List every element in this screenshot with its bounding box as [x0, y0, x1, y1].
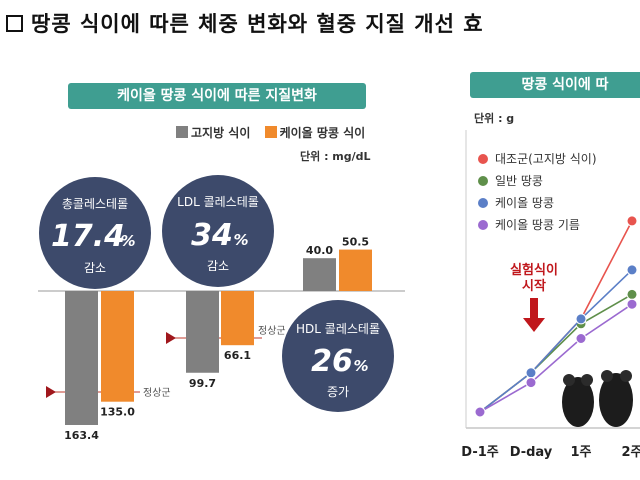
- series-line: [479, 303, 633, 413]
- start-annotation-line2: 시작: [522, 278, 546, 294]
- normal-marker-ldl: [166, 332, 176, 344]
- x-tick-label: 2주: [621, 445, 640, 460]
- bubble-title: LDL 콜레스테롤: [177, 195, 259, 209]
- series-point: [626, 298, 638, 310]
- legend-dot: [478, 198, 488, 208]
- series-point: [626, 215, 638, 227]
- legend-item-kaol: 케이올 땅콩 식이: [264, 126, 366, 140]
- right-unit: 단위 : g: [474, 112, 515, 125]
- mouse-icon: [562, 374, 594, 427]
- legend-dot: [478, 176, 488, 186]
- bubble-note: 감소: [207, 259, 229, 273]
- normal-marker-tc: [46, 386, 56, 398]
- bubble-title: 총콜레스테롤: [62, 197, 128, 211]
- x-tick-label: D-1주: [461, 445, 498, 460]
- bubble-circle: [162, 175, 274, 287]
- series-point: [626, 264, 638, 276]
- right-legend-item: 대조군(고지방 식이): [478, 148, 597, 170]
- bar: [101, 291, 134, 402]
- bar: [65, 291, 98, 425]
- series-point: [626, 288, 638, 300]
- right-legend-item: 일반 땅콩: [478, 170, 597, 192]
- right-panel-title: 땅콩 식이에 따: [470, 72, 640, 98]
- bar: [339, 249, 372, 291]
- legend-item-high-fat: 고지방 식이: [176, 126, 250, 140]
- legend-dot: [478, 154, 488, 164]
- series-point: [575, 313, 587, 325]
- right-legend-label: 일반 땅콩: [495, 174, 543, 188]
- bar: [221, 291, 254, 346]
- right-legend-item: 케이올 땅콩 기름: [478, 214, 597, 236]
- bar-value-label: 163.4: [64, 429, 99, 442]
- bar-value-label: 135.0: [100, 406, 135, 419]
- right-legend-label: 대조군(고지방 식이): [495, 152, 597, 166]
- right-legend-label: 케이올 땅콩: [495, 196, 555, 210]
- normal-label-ldl: 정상군: [258, 325, 286, 337]
- checkbox-icon: [6, 15, 23, 32]
- legend-label-high-fat: 고지방 식이: [191, 126, 251, 140]
- left-legend: 고지방 식이 케이올 땅콩 식이: [176, 124, 375, 141]
- series-point: [525, 377, 537, 389]
- bubble-note: 증가: [327, 385, 349, 399]
- series-line: [479, 269, 633, 413]
- legend-swatch-kaol: [264, 126, 277, 138]
- bubble-value: 34: [191, 218, 233, 253]
- start-arrow-icon: [523, 298, 545, 332]
- series-point: [575, 333, 587, 344]
- bubble-suffix: %: [233, 231, 248, 249]
- bubble-circle: [282, 300, 394, 412]
- line-chart: D-1주 D-day 1주 2주: [461, 130, 640, 460]
- bubble-circle: [39, 177, 151, 289]
- legend-dot: [478, 220, 488, 230]
- bubble-ldl: LDL 콜레스테롤 34 % 감소: [162, 175, 274, 287]
- series-point: [525, 367, 537, 379]
- x-tick-label: 1주: [570, 445, 591, 460]
- bubble-suffix: %: [353, 357, 368, 375]
- start-annotation-line1: 실험식이: [510, 262, 558, 278]
- bar-value-label: 66.1: [224, 349, 251, 362]
- series-point: [474, 406, 486, 418]
- x-tick-label: D-day: [510, 445, 553, 460]
- mouse-icon: [599, 370, 633, 427]
- bubble-value: 26: [311, 344, 353, 379]
- bubble-value: 17.4: [51, 219, 125, 254]
- bubble-suffix: %: [120, 232, 135, 250]
- right-legend: 대조군(고지방 식이) 일반 땅콩 케이올 땅콩 케이올 땅콩 기름: [478, 148, 597, 236]
- bar-value-label: 50.5: [342, 236, 369, 249]
- bar: [303, 258, 336, 291]
- left-panel-title: 케이올 땅콩 식이에 따른 지질변화: [68, 83, 366, 109]
- right-legend-item: 케이올 땅콩: [478, 192, 597, 214]
- bubble-note: 감소: [84, 261, 106, 275]
- normal-label-tc: 정상군: [143, 387, 171, 399]
- headline-text: 땅콩 식이에 따른 체중 변화와 혈중 지질 개선 효: [31, 12, 484, 36]
- bar-value-label: 99.7: [189, 377, 216, 390]
- bubble-hdl: HDL 콜레스테롤 26 % 증가: [282, 300, 394, 412]
- bubble-title: HDL 콜레스테롤: [296, 322, 380, 336]
- headline: 땅콩 식이에 따른 체중 변화와 혈중 지질 개선 효: [6, 8, 640, 42]
- bubble-total-cholesterol: 총콜레스테롤 17.4 % 감소: [39, 177, 151, 289]
- legend-swatch-high-fat: [176, 126, 188, 138]
- left-unit: 단위 : mg/dL: [300, 150, 371, 163]
- right-legend-label: 케이올 땅콩 기름: [495, 218, 580, 232]
- bar-value-label: 40.0: [306, 244, 333, 257]
- bar: [186, 291, 219, 373]
- legend-label-kaol: 케이올 땅콩 식이: [279, 126, 366, 140]
